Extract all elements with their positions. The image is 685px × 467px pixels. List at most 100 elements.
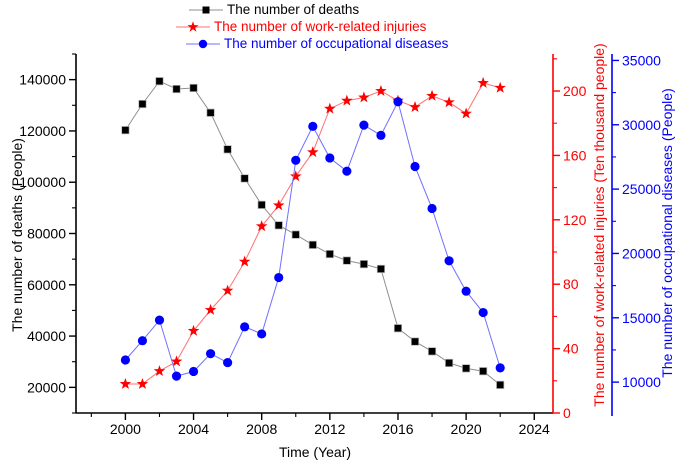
chart-legend: The number of deaths The number of work-r… xyxy=(176,1,448,52)
legend-label-2: The number of occupational diseases xyxy=(224,36,449,51)
data-point-0 xyxy=(342,256,351,265)
data-point-2 xyxy=(393,97,403,107)
data-point-0 xyxy=(223,145,232,154)
left-tick-label: 40000 xyxy=(27,328,66,344)
left-tick-label: 120000 xyxy=(19,123,66,139)
left-tick-label: 60000 xyxy=(27,277,66,293)
data-point-0 xyxy=(359,260,368,269)
data-point-2 xyxy=(342,166,352,176)
data-point-1 xyxy=(204,303,217,315)
left-tick-label: 140000 xyxy=(19,72,66,88)
data-point-0 xyxy=(121,126,130,135)
injuries-tick-label: 40 xyxy=(563,341,579,357)
x-tick-label: 2004 xyxy=(178,421,209,437)
left-tick-label: 20000 xyxy=(27,379,66,395)
data-point-1 xyxy=(255,220,268,232)
data-point-0 xyxy=(410,337,420,346)
data-point-0 xyxy=(462,364,471,373)
right-axis-title-diseases: The number of occupational diseases (Peo… xyxy=(659,88,675,378)
data-point-0 xyxy=(189,83,198,93)
injuries-tick-label: 160 xyxy=(563,147,587,163)
data-point-2 xyxy=(444,256,454,266)
star-legend-icon xyxy=(176,20,210,32)
data-point-1 xyxy=(272,199,285,211)
data-point-2 xyxy=(137,336,148,346)
data-point-2 xyxy=(240,322,250,332)
x-tick-label: 2012 xyxy=(314,421,345,437)
data-point-0 xyxy=(206,108,215,117)
data-point-0 xyxy=(155,77,164,86)
diseases-tick-label: 25000 xyxy=(622,181,661,197)
data-point-2 xyxy=(461,286,471,296)
data-point-1 xyxy=(477,76,489,88)
injuries-tick-label: 80 xyxy=(563,276,579,292)
square-legend-icon xyxy=(189,6,223,13)
data-point-0 xyxy=(138,99,147,109)
data-point-0 xyxy=(427,347,437,356)
data-point-1 xyxy=(187,324,200,336)
x-tick-label: 2020 xyxy=(451,421,482,437)
diseases-tick-label: 30000 xyxy=(622,117,661,133)
data-point-1 xyxy=(170,355,183,367)
x-tick-label: 2000 xyxy=(110,421,141,437)
data-point-0 xyxy=(445,358,454,367)
legend-label-0: The number of deaths xyxy=(227,2,360,17)
data-point-2 xyxy=(274,272,284,283)
data-point-1 xyxy=(307,146,319,158)
data-point-2 xyxy=(120,355,130,365)
data-point-0 xyxy=(496,380,505,389)
data-point-1 xyxy=(136,377,149,389)
data-point-2 xyxy=(154,315,165,325)
right-axis-title-injuries: The number of work-related injuries (Ten… xyxy=(591,43,607,407)
series-line-2 xyxy=(125,100,501,377)
data-point-0 xyxy=(172,84,181,94)
diseases-tick-label: 20000 xyxy=(622,245,661,261)
data-point-2 xyxy=(478,307,488,318)
data-point-1 xyxy=(153,365,166,377)
x-axis-title: Time (Year) xyxy=(278,444,352,460)
data-point-2 xyxy=(205,349,216,359)
data-point-0 xyxy=(393,324,403,333)
data-point-1 xyxy=(324,102,336,114)
data-point-2 xyxy=(325,153,335,163)
left-tick-label: 80000 xyxy=(27,226,66,242)
data-point-0 xyxy=(291,230,300,239)
data-point-0 xyxy=(376,264,385,273)
legend-item-0: The number of deaths xyxy=(189,1,448,18)
data-point-0 xyxy=(240,174,249,183)
x-tick-label: 2016 xyxy=(382,421,413,437)
left-tick-label: 100000 xyxy=(19,174,66,190)
data-point-1 xyxy=(494,81,506,93)
data-point-1 xyxy=(221,284,234,296)
injuries-tick-label: 0 xyxy=(563,405,571,421)
legend-item-1: The number of work-related injuries xyxy=(176,18,448,35)
x-tick-label: 2008 xyxy=(246,421,277,437)
left-axis-title: The number of deaths (People) xyxy=(9,138,25,332)
x-tick-label: 2024 xyxy=(519,421,550,437)
data-point-2 xyxy=(223,357,233,368)
data-point-2 xyxy=(308,121,318,131)
injuries-tick-label: 200 xyxy=(563,83,587,99)
data-point-2 xyxy=(171,371,182,381)
data-point-1 xyxy=(289,170,302,182)
data-point-0 xyxy=(325,250,334,259)
circle-legend-icon xyxy=(186,39,220,48)
diseases-tick-label: 15000 xyxy=(622,310,661,326)
diseases-tick-label: 10000 xyxy=(622,374,661,390)
data-point-0 xyxy=(257,200,266,209)
data-point-2 xyxy=(291,155,301,165)
legend-label-1: The number of work-related injuries xyxy=(214,19,427,34)
data-point-2 xyxy=(188,366,199,377)
data-point-2 xyxy=(410,161,420,172)
data-point-2 xyxy=(427,203,437,214)
data-point-2 xyxy=(376,130,386,140)
data-point-1 xyxy=(426,89,438,101)
data-point-1 xyxy=(238,255,251,267)
data-point-2 xyxy=(359,120,369,130)
data-point-0 xyxy=(274,221,283,230)
data-point-0 xyxy=(308,240,317,249)
data-point-1 xyxy=(375,84,387,96)
data-point-0 xyxy=(479,367,488,376)
